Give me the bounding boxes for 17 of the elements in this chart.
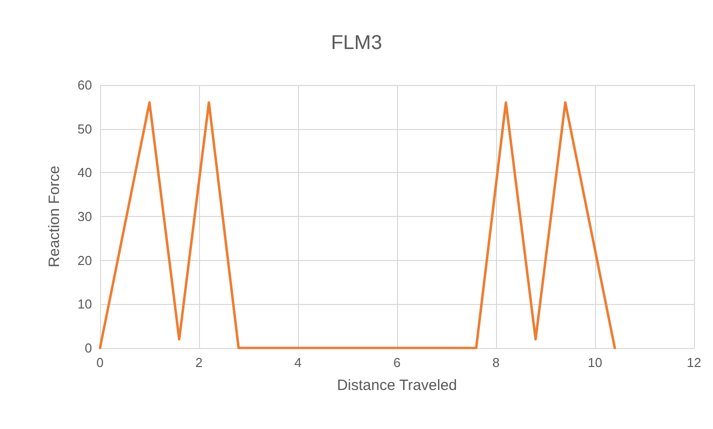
y-tick-label: 0 (84, 340, 92, 356)
chart-title: FLM3 (330, 32, 382, 54)
y-tick-label: 20 (78, 252, 92, 268)
y-tick-label: 30 (78, 209, 92, 224)
y-axis-title: Reaction Force (46, 166, 63, 268)
x-tick-label: 2 (195, 355, 203, 370)
y-tick-label: 40 (78, 165, 92, 180)
x-tick-label: 8 (492, 355, 500, 370)
x-tick-label: 4 (294, 355, 302, 370)
y-tick-label: 60 (78, 78, 92, 92)
x-tick-label: 10 (588, 355, 602, 370)
x-tick-label: 6 (393, 355, 401, 370)
x-axis-title: Distance Traveled (336, 377, 458, 394)
x-tick-label: 0 (96, 355, 104, 370)
y-tick-label: 10 (78, 296, 92, 312)
x-tick-label: 12 (686, 355, 702, 370)
y-tick-label: 50 (78, 121, 92, 136)
